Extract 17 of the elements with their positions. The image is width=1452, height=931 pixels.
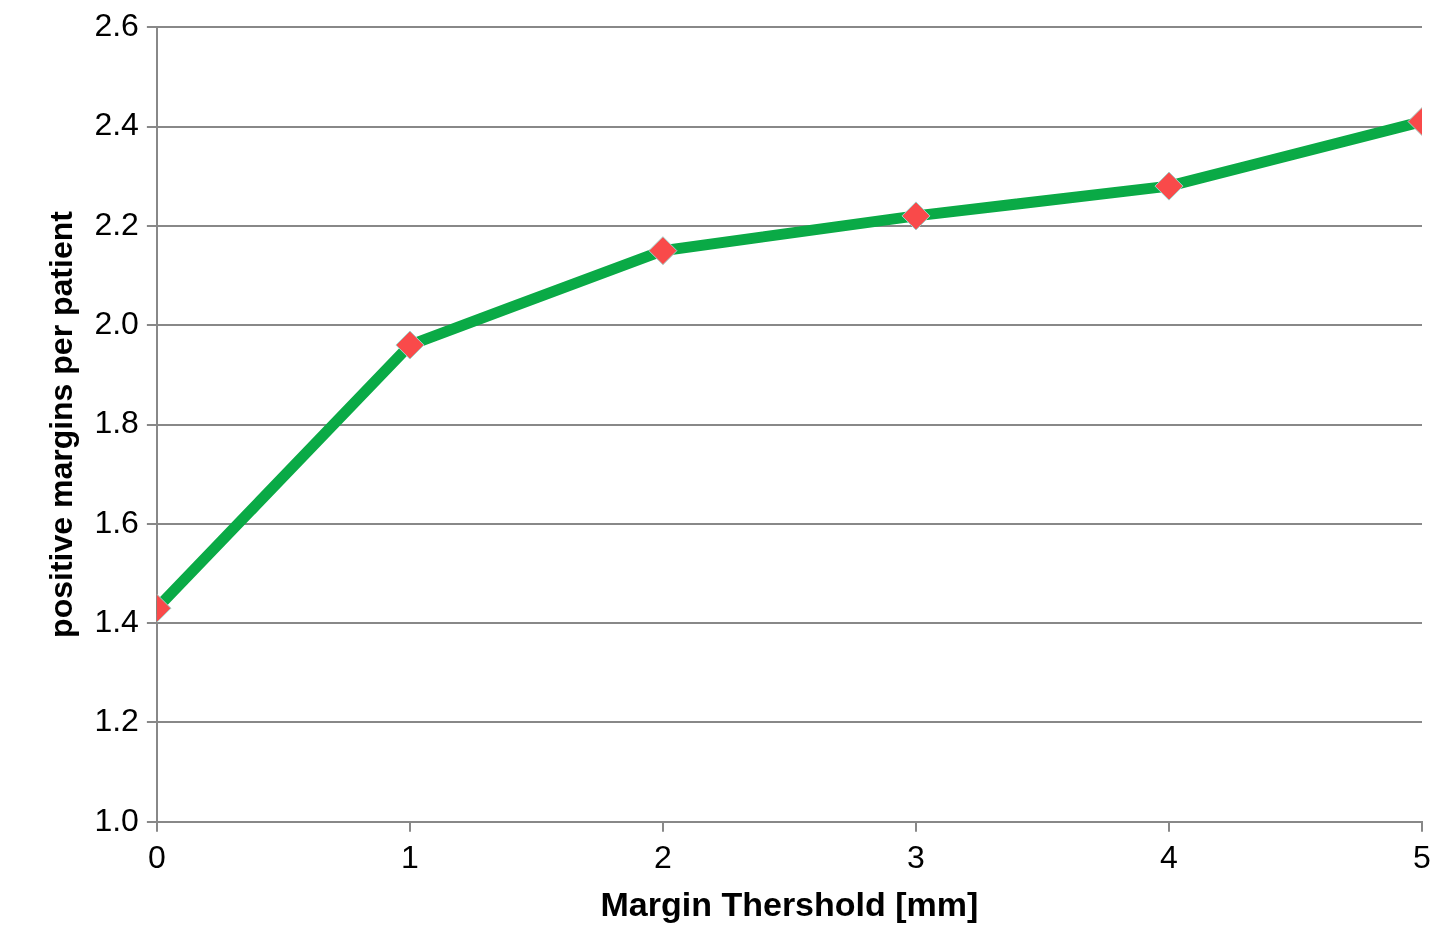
x-tick-label: 5: [1413, 838, 1431, 875]
y-tick-label: 1.4: [94, 602, 139, 639]
y-axis-title: positive margins per patient: [43, 210, 80, 638]
x-tick-label: 0: [147, 838, 166, 875]
x-axis-title: Margin Thershold [mm]: [600, 884, 979, 923]
x-tick-label: 2: [654, 838, 672, 875]
x-tick-label: 3: [907, 838, 925, 875]
y-tick-label: 2.4: [94, 106, 139, 143]
y-tick-label: 2.0: [94, 305, 139, 341]
y-tick-label: 1.0: [94, 801, 139, 838]
x-tick-label: 1: [401, 838, 419, 875]
y-tick-label: 2.6: [94, 7, 139, 44]
y-tick-label: 2.2: [94, 205, 139, 242]
y-tick-label: 1.8: [94, 404, 139, 441]
x-tick-label: 4: [1160, 838, 1178, 875]
y-tick-label: 1.6: [94, 503, 139, 540]
y-tick-label: 1.2: [94, 702, 139, 739]
